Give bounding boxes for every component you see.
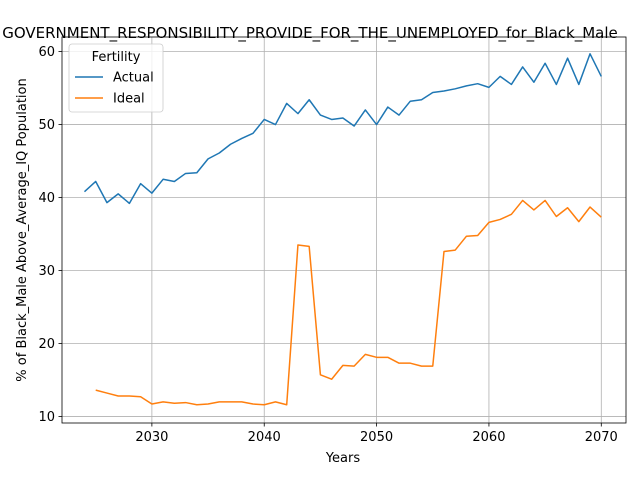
series-layer: [83, 53, 602, 406]
chart-title: GOVERNMENT_RESPONSIBILITY_PROVIDE_FOR_TH…: [2, 24, 618, 43]
y-tick-label: 20: [38, 337, 55, 352]
y-tick-label: 50: [38, 118, 55, 133]
legend-box: [68, 43, 164, 113]
legend: Fertility Actual Ideal: [68, 43, 164, 113]
x-tick-label: 2030: [135, 430, 168, 445]
y-axis-label: % of Black_Male Above_Average_IQ Populat…: [15, 78, 30, 381]
legend-title: Fertility: [92, 50, 141, 65]
y-tick-label: 10: [38, 410, 55, 425]
plot-frame: [61, 36, 627, 424]
x-tick-label: 2040: [248, 430, 281, 445]
y-tick-label: 60: [38, 45, 55, 60]
x-tick-label: 2050: [360, 430, 393, 445]
y-tick-label: 30: [38, 264, 55, 279]
legend-label-ideal: Ideal: [113, 92, 145, 107]
series-line-actual: [83, 53, 602, 205]
x-axis-label: Years: [325, 451, 361, 466]
x-tick-label: 2060: [472, 430, 505, 445]
x-tick-label: 2070: [585, 430, 618, 445]
legend-label-actual: Actual: [113, 71, 154, 86]
series-line-ideal: [95, 199, 602, 406]
y-tick-label: 40: [38, 191, 55, 206]
